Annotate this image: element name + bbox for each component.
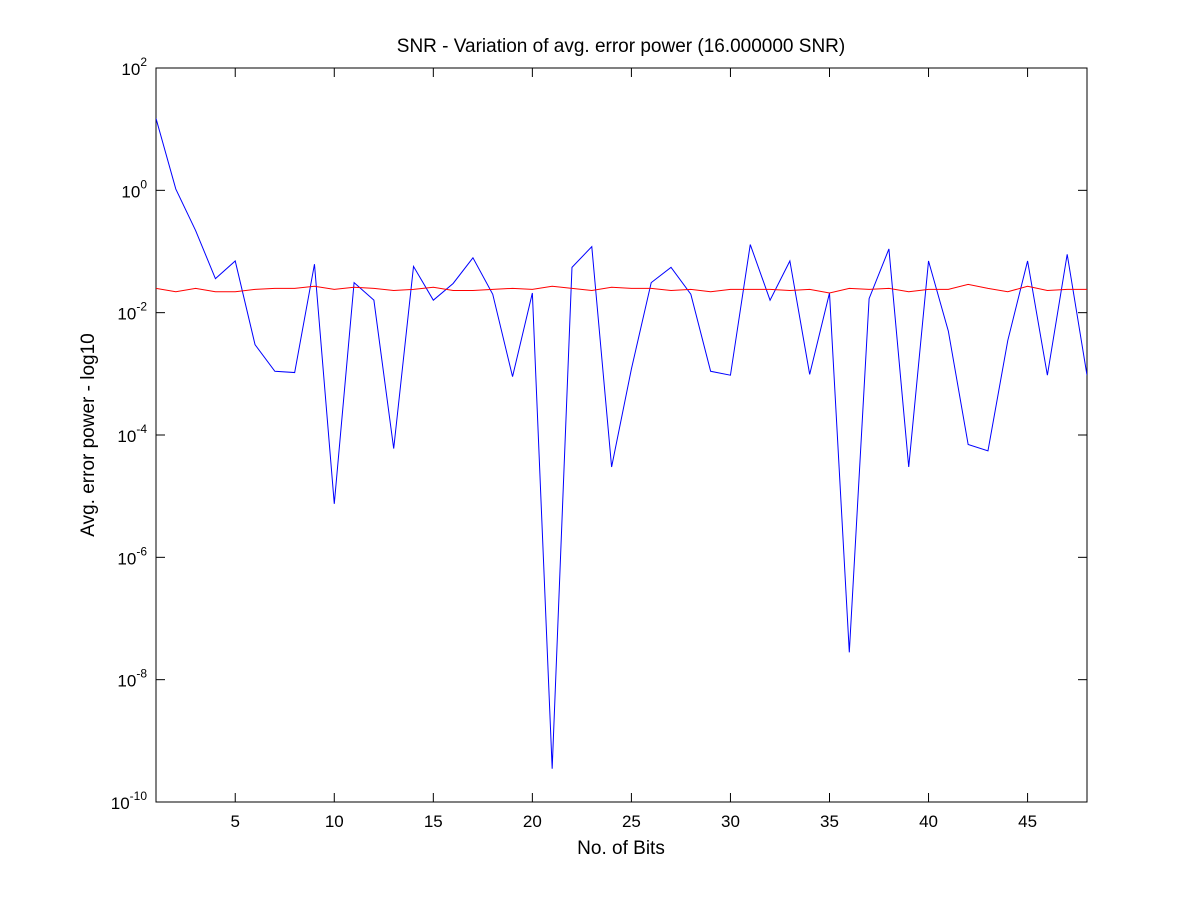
chart-title: SNR - Variation of avg. error power (16.… xyxy=(397,36,845,57)
x-axis-ticks: 5 10 15 20 25 30 35 40 45 xyxy=(230,68,1037,831)
x-tick-label: 10 xyxy=(325,812,344,831)
x-tick-label: 40 xyxy=(919,812,938,831)
plot-area xyxy=(155,67,1088,803)
y-tick-exponent: 2 xyxy=(140,55,147,69)
x-tick-label: 25 xyxy=(622,812,641,831)
y-tick-exponent: 0 xyxy=(140,177,147,191)
x-tick-label: 5 xyxy=(230,812,239,831)
y-tick-exponent: -8 xyxy=(136,667,147,681)
x-axis-label: No. of Bits xyxy=(577,838,665,859)
y-tick-label: 100 xyxy=(121,177,147,201)
x-tick-label: 20 xyxy=(523,812,542,831)
y-tick-base: 10 xyxy=(117,549,136,568)
y-tick-exponent: -4 xyxy=(136,422,147,436)
y-tick-base: 10 xyxy=(121,60,140,79)
series-line-2 xyxy=(156,283,1087,294)
y-tick-label: 10-2 xyxy=(117,300,147,324)
x-tick-label: 45 xyxy=(1018,812,1037,831)
y-tick-base: 10 xyxy=(117,672,136,691)
y-tick-base: 10 xyxy=(111,794,130,813)
series-line-1 xyxy=(156,118,1087,769)
x-tick-label: 30 xyxy=(721,812,740,831)
y-tick-label: 102 xyxy=(121,55,147,79)
y-tick-exponent: -10 xyxy=(130,789,148,803)
y-tick-label: 10-8 xyxy=(117,667,147,691)
x-tick-label: 15 xyxy=(424,812,443,831)
x-tick-label: 35 xyxy=(820,812,839,831)
y-tick-base: 10 xyxy=(117,427,136,446)
y-tick-exponent: -2 xyxy=(136,300,147,314)
y-tick-label: 10-6 xyxy=(117,544,147,568)
y-axis-label: Avg. error power - log10 xyxy=(78,333,99,536)
y-tick-base: 10 xyxy=(121,182,140,201)
y-tick-exponent: -6 xyxy=(136,544,147,558)
y-tick-base: 10 xyxy=(117,305,136,324)
y-tick-label: 10-10 xyxy=(111,789,148,813)
series-group xyxy=(156,118,1087,769)
y-tick-label: 10-4 xyxy=(117,422,147,446)
